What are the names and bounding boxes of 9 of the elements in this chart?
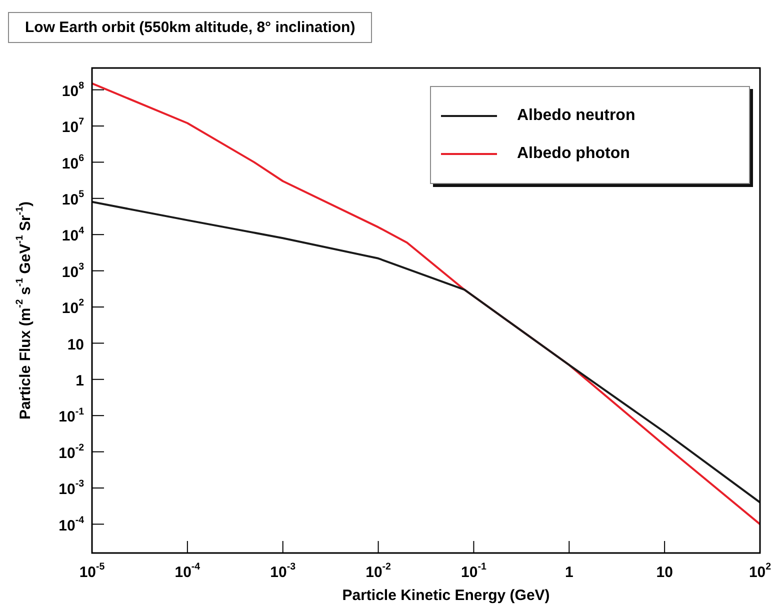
x-axis-title: Particle Kinetic Energy (GeV) bbox=[342, 587, 550, 604]
legend-label: Albedo neutron bbox=[517, 107, 636, 125]
y-tick-label: 10 bbox=[67, 336, 84, 354]
legend-label: Albedo photon bbox=[517, 145, 630, 163]
y-tick-label: 1 bbox=[76, 372, 84, 390]
x-tick-label: 10 bbox=[656, 564, 673, 582]
chart-title: Low Earth orbit (550km altitude, 8° inclination) bbox=[8, 12, 372, 43]
text: Particle Flux (m-2 s-1 GeV-1 Sr-1) bbox=[14, 201, 34, 420]
x-tick-label: 1 bbox=[564, 564, 574, 582]
